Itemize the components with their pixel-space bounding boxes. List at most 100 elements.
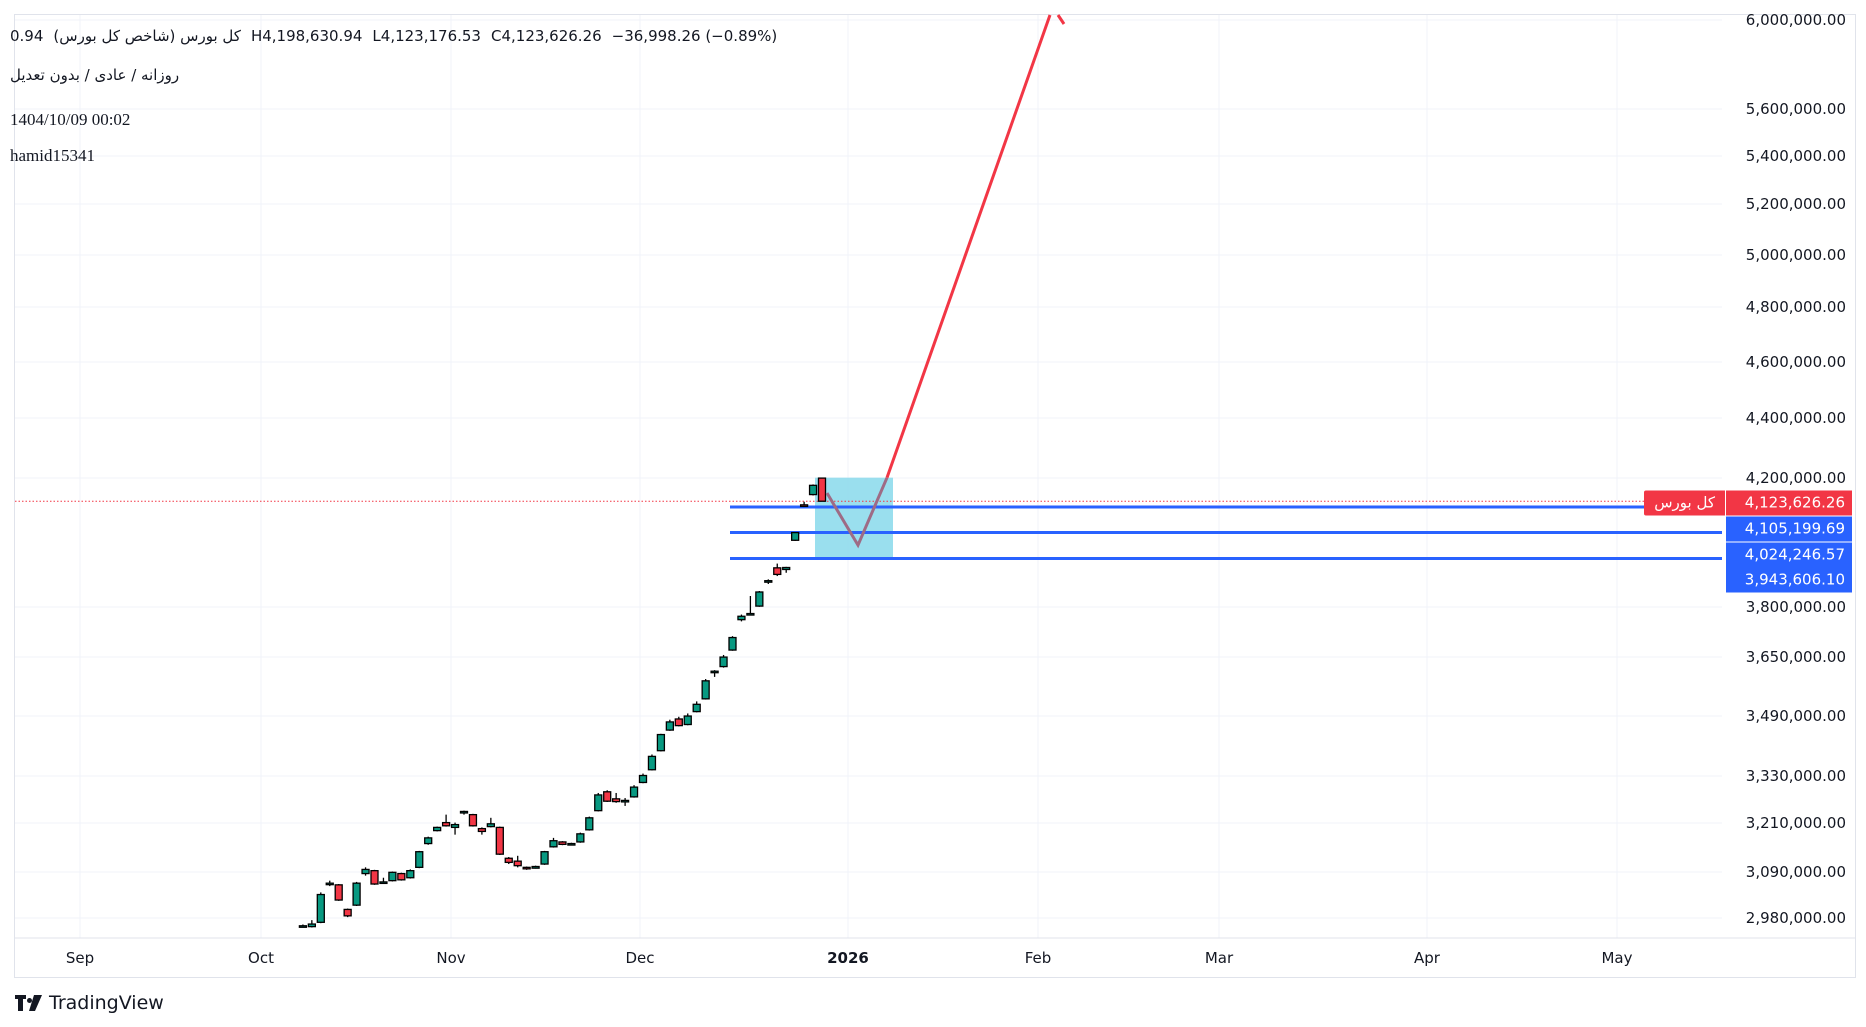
open-value: 0.94 (10, 27, 44, 45)
change-value: −36,998.26 (−0.89%) (611, 27, 778, 45)
candle[interactable] (612, 792, 621, 803)
candle[interactable] (504, 857, 513, 865)
candle[interactable] (415, 850, 424, 869)
candle[interactable] (424, 836, 433, 845)
candle[interactable] (370, 869, 379, 885)
time-tick-label: May (1601, 949, 1633, 967)
price-tick-label: 4,600,000.00 (1745, 353, 1846, 371)
price-tick-label: 6,000,000.00 (1745, 11, 1846, 29)
candle[interactable] (307, 920, 317, 928)
candle[interactable] (710, 670, 719, 677)
candle[interactable] (397, 872, 406, 881)
interval-label: روزانه / عادی / بدون تعدیل (10, 66, 180, 84)
candle[interactable] (773, 563, 782, 577)
low-value: L4,123,176.53 (372, 27, 481, 45)
candle[interactable] (701, 679, 710, 700)
price-tick-label: 3,800,000.00 (1745, 598, 1846, 616)
price-tick-label: 3,210,000.00 (1745, 814, 1846, 832)
candle[interactable] (782, 566, 791, 573)
time-tick-label: Mar (1204, 949, 1234, 967)
candle[interactable] (755, 590, 764, 607)
price-tick-label: 5,400,000.00 (1745, 147, 1846, 165)
author-label: hamid15341 (10, 146, 95, 165)
candle[interactable] (558, 841, 567, 846)
candle[interactable] (656, 733, 666, 752)
candle[interactable] (450, 822, 460, 835)
candle[interactable] (486, 817, 496, 828)
candle[interactable] (298, 924, 308, 928)
tradingview-logo[interactable]: TradingView (15, 992, 164, 1014)
chart-frame[interactable] (14, 14, 1856, 978)
horizontal-levels (15, 500, 1722, 560)
candle[interactable] (477, 827, 487, 835)
candle[interactable] (585, 816, 594, 831)
candle[interactable] (379, 877, 388, 885)
candle[interactable] (638, 773, 648, 784)
candle[interactable] (388, 871, 397, 882)
candle[interactable] (808, 484, 818, 496)
candle[interactable] (468, 813, 478, 827)
candle[interactable] (495, 826, 504, 855)
price-tick-label: 5,200,000.00 (1745, 195, 1846, 213)
candle[interactable] (746, 596, 755, 616)
candle[interactable] (343, 908, 352, 918)
time-tick-label: 2026 (827, 949, 869, 967)
candle[interactable] (513, 855, 522, 868)
candle[interactable] (406, 869, 415, 879)
tradingview-logo-icon (15, 995, 42, 1011)
symbol-name-badge: کل بورس (1644, 490, 1725, 516)
candle[interactable] (629, 785, 639, 798)
candle[interactable] (692, 701, 701, 713)
candle[interactable] (459, 810, 469, 815)
price-tick-label: 3,330,000.00 (1745, 767, 1846, 785)
candle[interactable] (620, 798, 630, 806)
candle[interactable] (791, 531, 800, 541)
projection-peak-path (1056, 14, 1066, 25)
candle[interactable] (817, 477, 827, 502)
candle[interactable] (531, 865, 540, 869)
price-tick-label: 4,200,000.00 (1745, 469, 1846, 487)
time-tick-label: Apr (1414, 949, 1440, 967)
candle[interactable] (683, 713, 692, 726)
candle[interactable] (719, 654, 728, 668)
candle[interactable] (334, 884, 343, 901)
candle[interactable] (325, 880, 334, 887)
projection-paths (825, 14, 1066, 549)
candle[interactable] (361, 867, 370, 876)
candle[interactable] (576, 832, 585, 843)
candle[interactable] (647, 754, 657, 771)
time-tick-label: Feb (1024, 949, 1052, 967)
level-badge-3: 3,943,606.10 (1726, 567, 1852, 593)
up-projection-path[interactable] (885, 14, 1052, 479)
level-badge-1: 4,105,199.69 (1726, 516, 1852, 542)
candle[interactable] (522, 866, 531, 870)
candle[interactable] (728, 636, 737, 651)
candle[interactable] (352, 881, 361, 906)
candle[interactable] (594, 792, 603, 812)
candle[interactable] (737, 614, 746, 622)
candle[interactable] (674, 716, 683, 727)
close-value: C4,123,626.26 (490, 27, 602, 45)
price-tick-label: 3,090,000.00 (1745, 863, 1846, 881)
candle[interactable] (603, 790, 612, 802)
timestamp-label: 1404/10/09 00:02 (10, 110, 131, 129)
level-badge-2: 4,024,246.57 (1726, 542, 1852, 568)
candle[interactable] (441, 814, 451, 827)
price-tick-label: 5,000,000.00 (1745, 246, 1846, 264)
candle[interactable] (567, 842, 576, 846)
candle[interactable] (316, 892, 325, 924)
last-price-badge: 4,123,626.26 (1726, 490, 1852, 516)
price-tick-label: 3,490,000.00 (1745, 707, 1846, 725)
candle[interactable] (549, 837, 558, 848)
symbol-title[interactable]: کل بورس (شاخص کل بورس) (53, 27, 241, 45)
candle[interactable] (540, 850, 549, 865)
candle[interactable] (432, 826, 442, 832)
candlesticks (298, 477, 827, 928)
candle[interactable] (665, 719, 674, 731)
time-tick-label: Dec (625, 949, 655, 967)
candle[interactable] (764, 579, 773, 584)
v-projection-path[interactable] (825, 477, 889, 549)
price-tick-label: 4,400,000.00 (1745, 409, 1846, 427)
candle[interactable] (799, 501, 809, 508)
